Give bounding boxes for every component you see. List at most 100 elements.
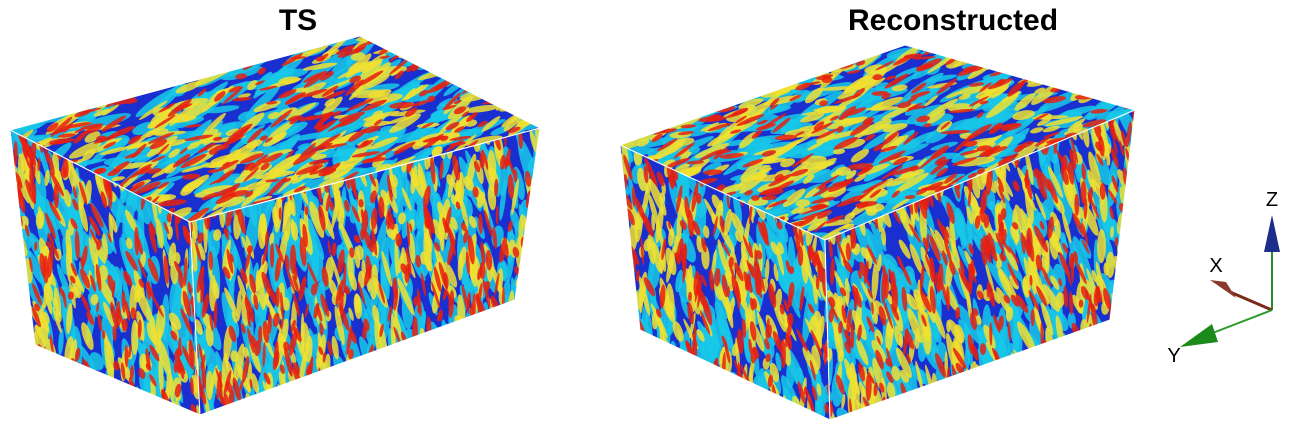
texture-streak [736, 47, 759, 65]
texture-streak [9, 398, 20, 412]
texture-streak [1030, 63, 1043, 75]
texture-streak [652, 68, 688, 96]
texture-streak [722, 72, 733, 80]
texture-streak [711, 36, 749, 57]
texture-streak [762, 394, 771, 409]
texture-streak [86, 85, 101, 98]
texture-streak [779, 48, 798, 63]
texture-streak [313, 396, 321, 409]
texture-streak [710, 400, 719, 426]
texture-streak [629, 265, 632, 283]
texture-streak [988, 51, 1005, 61]
texture-streak [149, 74, 165, 87]
texture-streak [9, 402, 25, 426]
texture-streak [517, 400, 527, 424]
texture-streak [1, 393, 31, 433]
texture-streak [320, 376, 327, 395]
texture-streak [94, 95, 106, 104]
texture-streak [630, 78, 647, 89]
texture-streak [618, 385, 632, 413]
texture-streak [30, 108, 44, 121]
texture-streak [124, 399, 131, 428]
texture-streak [446, 382, 466, 427]
texture-streak [51, 49, 89, 71]
texture-streak [496, 395, 506, 421]
texture-streak [773, 62, 818, 75]
texture-streak [110, 42, 135, 57]
texture-streak [534, 230, 540, 244]
texture-streak [80, 82, 95, 91]
texture-streak [156, 63, 166, 69]
texture-streak [612, 128, 632, 139]
texture-streak [55, 388, 61, 402]
texture-streak [722, 372, 733, 406]
texture-streak [34, 40, 56, 61]
texture-streak [12, 267, 16, 279]
texture-streak [663, 48, 710, 77]
texture-streak [242, 403, 248, 412]
texture-streak [979, 378, 987, 406]
texture-streak [663, 400, 673, 432]
texture-streak [9, 96, 28, 106]
texture-streak [444, 379, 453, 392]
texture-streak [781, 407, 801, 433]
texture-streak [533, 179, 541, 192]
texture-streak [1124, 99, 1146, 111]
texture-streak [31, 396, 39, 422]
texture-streak [464, 58, 497, 87]
texture-streak [43, 99, 59, 113]
texture-streak [119, 63, 134, 76]
texture-streak [26, 327, 30, 343]
texture-streak [970, 47, 1001, 59]
texture-streak [44, 38, 66, 50]
texture-streak [528, 241, 537, 257]
texture-streak [777, 407, 788, 431]
texture-streak [430, 26, 468, 53]
texture-streak [1123, 45, 1141, 54]
texture-streak [344, 381, 353, 408]
texture-streak [746, 87, 773, 93]
texture-streak [763, 56, 787, 66]
texture-streak [441, 48, 459, 64]
texture-streak [495, 51, 519, 63]
texture-streak [174, 67, 192, 80]
texture-streak [617, 294, 633, 316]
texture-streak [627, 357, 645, 402]
texture-streak [620, 325, 624, 350]
texture-streak [1079, 59, 1133, 87]
texture-streak [475, 61, 518, 85]
texture-streak [711, 377, 717, 391]
texture-streak [1086, 81, 1109, 90]
texture-streak [653, 69, 677, 83]
texture-streak [1092, 69, 1132, 103]
texture-streak [527, 212, 553, 229]
texture-streak [9, 182, 16, 204]
texture-streak [506, 48, 542, 80]
texture-streak [454, 322, 458, 335]
texture-streak [697, 87, 710, 96]
texture-streak [5, 358, 15, 383]
texture-streak [632, 108, 664, 133]
texture-streak [629, 389, 659, 433]
texture-streak [612, 78, 646, 97]
texture-streak [1034, 391, 1054, 415]
texture-streak [343, 405, 352, 423]
texture-streak [66, 56, 86, 73]
texture-streak [656, 75, 696, 102]
texture-streak [776, 69, 793, 82]
texture-streak [77, 43, 96, 55]
texture-streak [276, 383, 290, 413]
texture-streak [415, 36, 428, 45]
texture-streak [634, 98, 662, 120]
texture-streak [69, 57, 93, 70]
texture-streak [649, 72, 674, 95]
texture-streak [722, 378, 748, 433]
texture-streak [9, 383, 14, 400]
texture-streak [487, 372, 492, 387]
texture-streak [417, 335, 431, 357]
texture-streak [485, 386, 488, 401]
texture-streak [633, 354, 643, 377]
texture-streak [691, 69, 706, 82]
texture-streak [504, 332, 517, 381]
texture-streak [656, 349, 683, 400]
